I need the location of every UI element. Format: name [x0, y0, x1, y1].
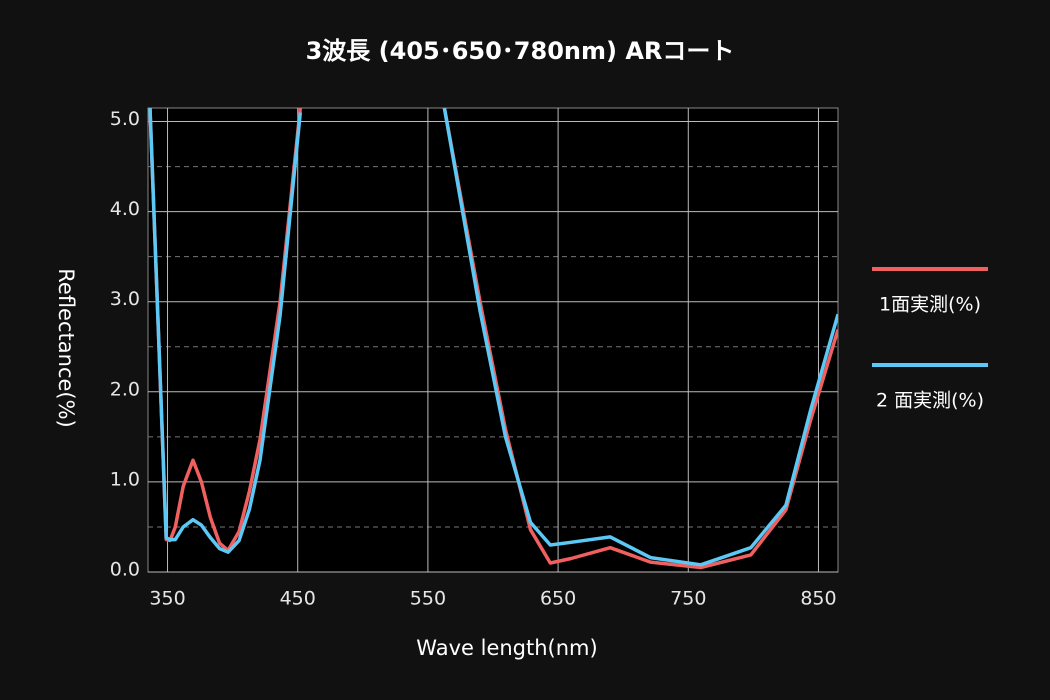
- x-tick-label: 350: [149, 588, 185, 610]
- data-line: [148, 108, 838, 567]
- y-tick-label: 3.0: [110, 288, 140, 310]
- y-tick-label: 2.0: [110, 378, 140, 400]
- legend-label: 1面実測(%): [879, 294, 981, 316]
- x-tick-label: 550: [410, 588, 446, 610]
- y-axis-label: Reflectance(%): [54, 268, 78, 427]
- plot-area: [147, 107, 839, 573]
- x-tick-label: 650: [540, 588, 576, 610]
- y-tick-label: 0.0: [110, 559, 140, 581]
- y-tick-label: 4.0: [110, 198, 140, 220]
- legend-label: 2 面実測(%): [876, 390, 984, 412]
- x-tick-label: 450: [280, 588, 316, 610]
- x-tick-label: 850: [800, 588, 836, 610]
- x-tick-label: 750: [670, 588, 706, 610]
- y-tick-label: 5.0: [110, 108, 140, 130]
- chart-title: 3波長 (405･650･780nm) ARコート: [306, 37, 735, 65]
- y-tick-label: 1.0: [110, 468, 140, 490]
- x-axis-label: Wave length(nm): [416, 636, 597, 660]
